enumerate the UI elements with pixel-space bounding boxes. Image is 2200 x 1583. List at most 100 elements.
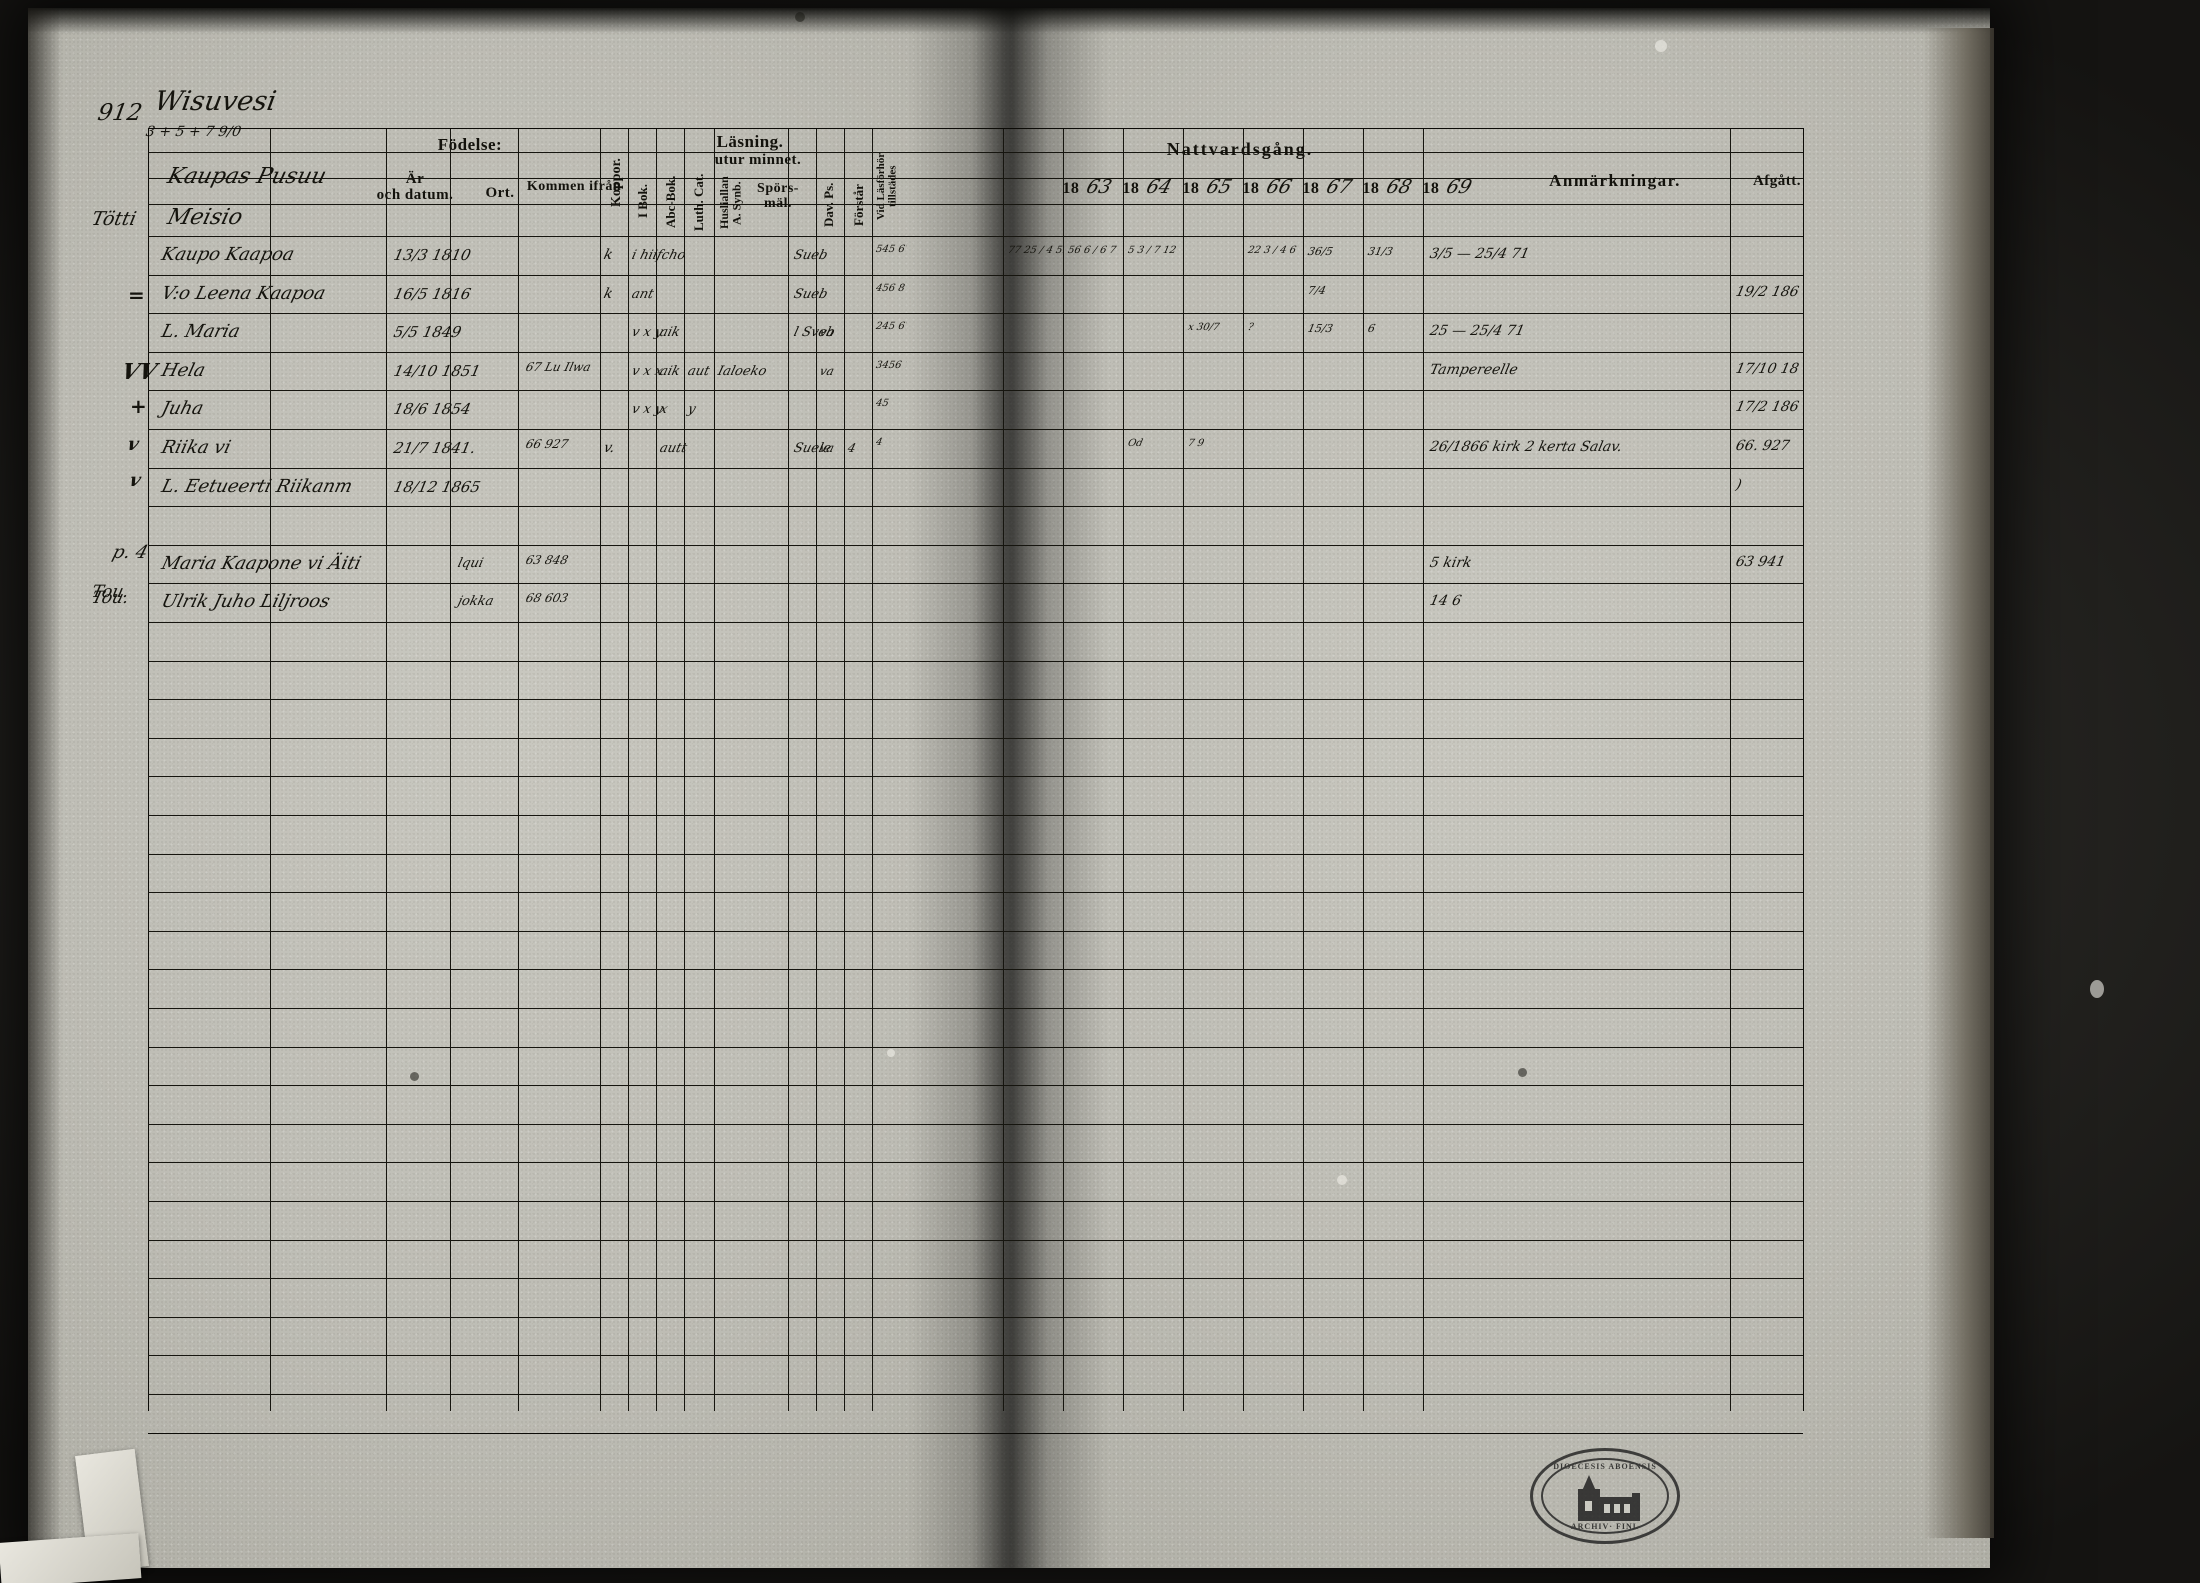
- header-abc-bok: Abc-Bok.: [663, 175, 678, 229]
- cell-lasning-ibok: i hiifcho: [630, 248, 688, 263]
- cell-name: Kaupo Kaapoa: [159, 244, 297, 265]
- row-divider: [148, 1355, 1803, 1357]
- cell-came-from: 63 848: [524, 552, 570, 567]
- row-divider: [148, 1046, 1803, 1048]
- cell-lasning-abc: autt: [658, 441, 689, 456]
- header-anmarkningar: Anmärkningar.: [1549, 171, 1681, 190]
- row-divider: [148, 390, 1803, 392]
- column-divider: [1063, 128, 1064, 1411]
- cell-lasning-abc: aik: [658, 363, 682, 379]
- cell-birth-place: jokka: [456, 594, 496, 610]
- year-prefix: 18: [1362, 180, 1380, 197]
- book-left-edge: [28, 8, 62, 1568]
- cell-birth-date: 14/10 1851: [392, 361, 483, 380]
- year-header-1865: 18 65: [1178, 176, 1236, 198]
- column-divider: [714, 128, 715, 1411]
- cell-name: Maria Kaapone vi Äiti: [159, 552, 364, 574]
- column-divider: [788, 128, 789, 1411]
- row-divider: [148, 1162, 1803, 1164]
- header-dav-ps: Dav. Ps.: [821, 182, 836, 228]
- book-top-edge: [28, 8, 1990, 34]
- year-value: 69: [1444, 176, 1475, 198]
- column-divider: [1803, 128, 1804, 1411]
- column-divider: [386, 128, 387, 1411]
- cell-communion-1864: 56 6 / 6 7: [1066, 245, 1118, 256]
- row-divider: [148, 467, 1803, 469]
- page-title: Wisuvesi: [152, 86, 279, 117]
- cell-afgatt: 17/10 1867: [1734, 360, 1800, 377]
- cell-lasning-asynb: Ialoeko: [716, 363, 769, 379]
- cell-afgatt: 66. 927: [1734, 438, 1792, 454]
- cell-birth-place: lqui: [456, 555, 485, 571]
- header-rule: [148, 178, 1803, 179]
- cell-vid-lasforhor: 545 670: [875, 244, 907, 255]
- year-prefix: 18: [1182, 180, 1200, 197]
- year-value: 67: [1324, 176, 1355, 198]
- row-divider: [148, 544, 1803, 546]
- cell-afgatt: 63 941: [1734, 553, 1787, 570]
- row-divider: [148, 506, 1803, 508]
- column-divider: [656, 128, 657, 1411]
- year-value: 66: [1264, 176, 1295, 198]
- column-divider: [450, 128, 451, 1411]
- header-kommen-ifran: Kommen ifrån: [526, 179, 622, 194]
- paper-spot: [1655, 40, 1667, 52]
- cell-birth-date: 21/7 1841.: [392, 439, 478, 457]
- column-divider: [1423, 128, 1424, 1411]
- year-header-1868: 18 68: [1358, 176, 1416, 198]
- column-divider: [1183, 128, 1184, 1411]
- row-divider: [148, 1008, 1803, 1009]
- cell-name: Juha: [159, 398, 206, 420]
- cell-afgatt: 17/2 1866.: [1734, 399, 1800, 416]
- year-header-1867: 18 67: [1298, 176, 1356, 198]
- column-divider: [1123, 128, 1124, 1411]
- row-divider: [148, 660, 1803, 662]
- header-lasning: Läsning.: [716, 132, 784, 151]
- row-divider: [148, 1239, 1803, 1241]
- column-divider: [600, 128, 601, 1411]
- row-divider: [148, 429, 1803, 430]
- cell-communion-1867: 22 3 / 4 6: [1246, 245, 1298, 256]
- year-value: 68: [1384, 176, 1415, 198]
- cell-birth-date: 18/12 1865: [392, 477, 483, 496]
- year-header-1866: 18 66: [1238, 176, 1296, 198]
- record-table: [148, 128, 1804, 1434]
- row-margin-mark: +: [130, 394, 147, 418]
- header-ar-och-datum: Är och datum.: [376, 171, 454, 203]
- cell-lasning-ibok: ant: [630, 286, 656, 302]
- cell-lasning-spors: Sueb: [792, 286, 830, 302]
- cell-lasning-luth: aut: [686, 363, 712, 379]
- cell-communion-1865: Od: [1126, 438, 1144, 449]
- cell-birth-date: 18/6 1854: [392, 400, 473, 419]
- column-divider: [1730, 128, 1731, 1411]
- year-value: 65: [1204, 176, 1235, 198]
- year-prefix: 18: [1122, 180, 1140, 197]
- year-value: 63: [1084, 176, 1115, 198]
- row-margin-mark: =: [128, 283, 145, 307]
- book-fore-edge: [1924, 28, 1994, 1538]
- year-header-1869: 18 69: [1418, 176, 1476, 198]
- archive-stamp: DIOECESIS ABOENSIS ARCHIV· FINL: [1530, 1448, 1680, 1544]
- cell-communion-1868: 7/4: [1306, 283, 1328, 297]
- cell-came-from: 67 Lu Ilwa: [524, 359, 593, 374]
- row-divider: [148, 1123, 1803, 1125]
- row-divider: [148, 1085, 1803, 1087]
- row-divider: [148, 853, 1803, 855]
- cell-name: Ulrik Juho Liljroos: [159, 591, 333, 613]
- cell-communion-1868: 36/5: [1306, 245, 1335, 258]
- row-divider: [148, 274, 1803, 276]
- church-icon: [1578, 1475, 1640, 1521]
- header-fodelse: Födelse:: [437, 135, 503, 154]
- cell-remarks: Tampereelle: [1428, 361, 1520, 378]
- column-divider: [628, 128, 629, 1411]
- cell-name: Riika vi: [159, 437, 233, 458]
- stamp-text-bottom: ARCHIV· FINL: [1570, 1522, 1640, 1531]
- row-divider: [148, 313, 1803, 315]
- column-divider: [816, 128, 817, 1411]
- row-margin-mark: Tou.: [89, 588, 132, 608]
- row-divider: [148, 1278, 1803, 1280]
- header-forstar: Förstår: [851, 184, 866, 226]
- cell-birth-date: 16/5 1816: [392, 284, 473, 303]
- header-rule: [148, 128, 1803, 129]
